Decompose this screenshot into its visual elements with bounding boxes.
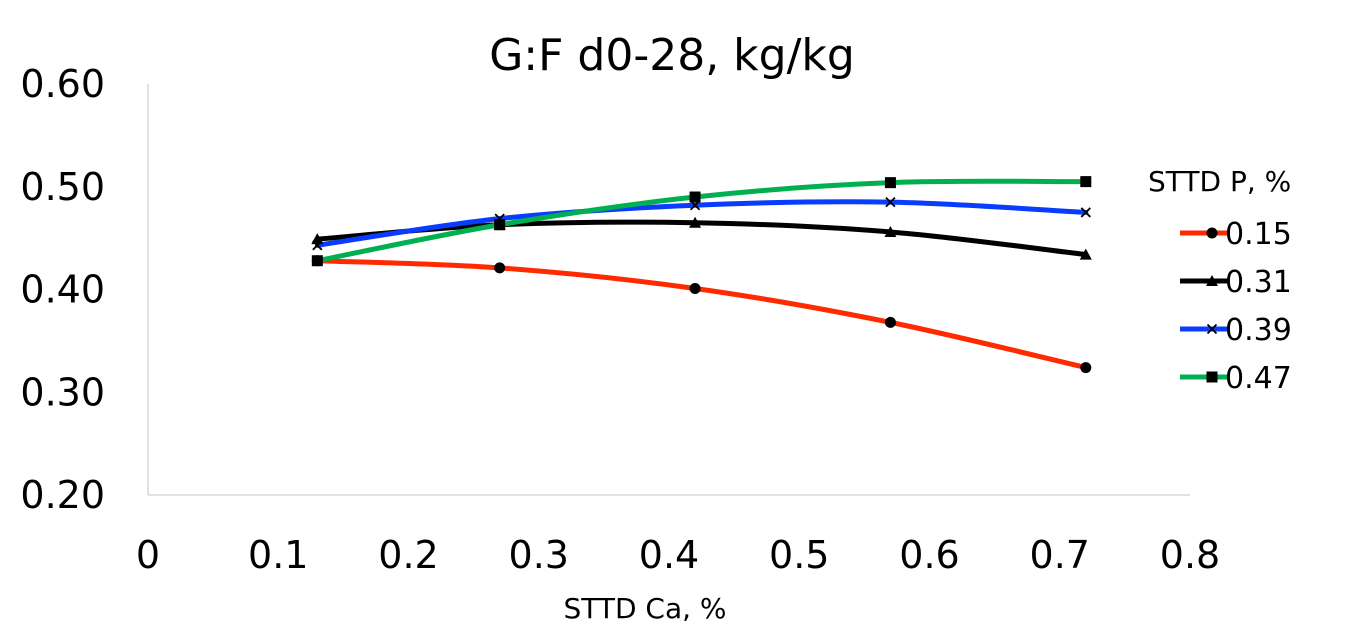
y-tick-label: 0.20 (20, 473, 105, 517)
data-point-0.31 (1079, 248, 1092, 260)
y-tick-label: 0.60 (20, 62, 105, 106)
legend: STTD P, % 0.15 0.31 0.39 0.47 (1148, 165, 1292, 396)
x-tick-labels: 0 0.1 0.2 0.3 0.4 0.5 0.6 0.7 0.8 (136, 533, 1220, 577)
data-point-0.47 (884, 177, 896, 189)
data-point-0.15 (689, 282, 701, 294)
x-tick-label: 0.7 (1030, 533, 1090, 577)
x-tick-label: 0.4 (639, 533, 699, 577)
x-tick-label: 0.6 (899, 533, 959, 577)
legend-marker-0.39 (1206, 323, 1218, 335)
data-point-0.47 (1080, 176, 1092, 188)
y-tick-label: 0.30 (20, 370, 105, 414)
data-point-0.39 (1080, 207, 1091, 218)
data-point-0.31 (884, 225, 897, 237)
data-point-0.47 (494, 219, 506, 231)
data-point-0.15 (494, 262, 506, 274)
y-tick-label: 0.40 (20, 268, 105, 312)
x-tick-label: 0 (136, 533, 160, 577)
data-point-0.15 (1080, 362, 1092, 374)
x-tick-label: 0.5 (769, 533, 829, 577)
data-point-0.39 (885, 197, 896, 208)
y-tick-labels: 0.20 0.30 0.40 0.50 0.60 (20, 62, 105, 517)
data-point-0.15 (884, 316, 896, 328)
series-markers (311, 176, 1092, 374)
data-point-0.31 (689, 216, 702, 228)
x-tick-label: 0.3 (509, 533, 569, 577)
legend-label-0.15: 0.15 (1225, 217, 1292, 252)
x-tick-label: 0.8 (1160, 533, 1220, 577)
chart-title: G:F d0-28, kg/kg (489, 30, 855, 81)
legend-label-0.39: 0.39 (1225, 313, 1292, 348)
legend-label-0.31: 0.31 (1225, 265, 1292, 300)
data-point-0.47 (689, 191, 701, 203)
legend-label-0.47: 0.47 (1225, 361, 1292, 396)
legend-marker-0.47 (1206, 371, 1218, 383)
x-axis-label: STTD Ca, % (563, 592, 726, 625)
x-tick-label: 0.2 (378, 533, 438, 577)
legend-marker-0.15 (1206, 227, 1218, 239)
y-tick-label: 0.50 (20, 165, 105, 209)
data-point-0.47 (311, 255, 323, 267)
series-lines (314, 178, 1089, 371)
x-tick-label: 0.1 (248, 533, 308, 577)
legend-title: STTD P, % (1148, 165, 1291, 198)
data-point-0.39 (312, 240, 323, 251)
series-line-0.15 (314, 258, 1089, 371)
legend-marker-0.31 (1206, 275, 1218, 286)
